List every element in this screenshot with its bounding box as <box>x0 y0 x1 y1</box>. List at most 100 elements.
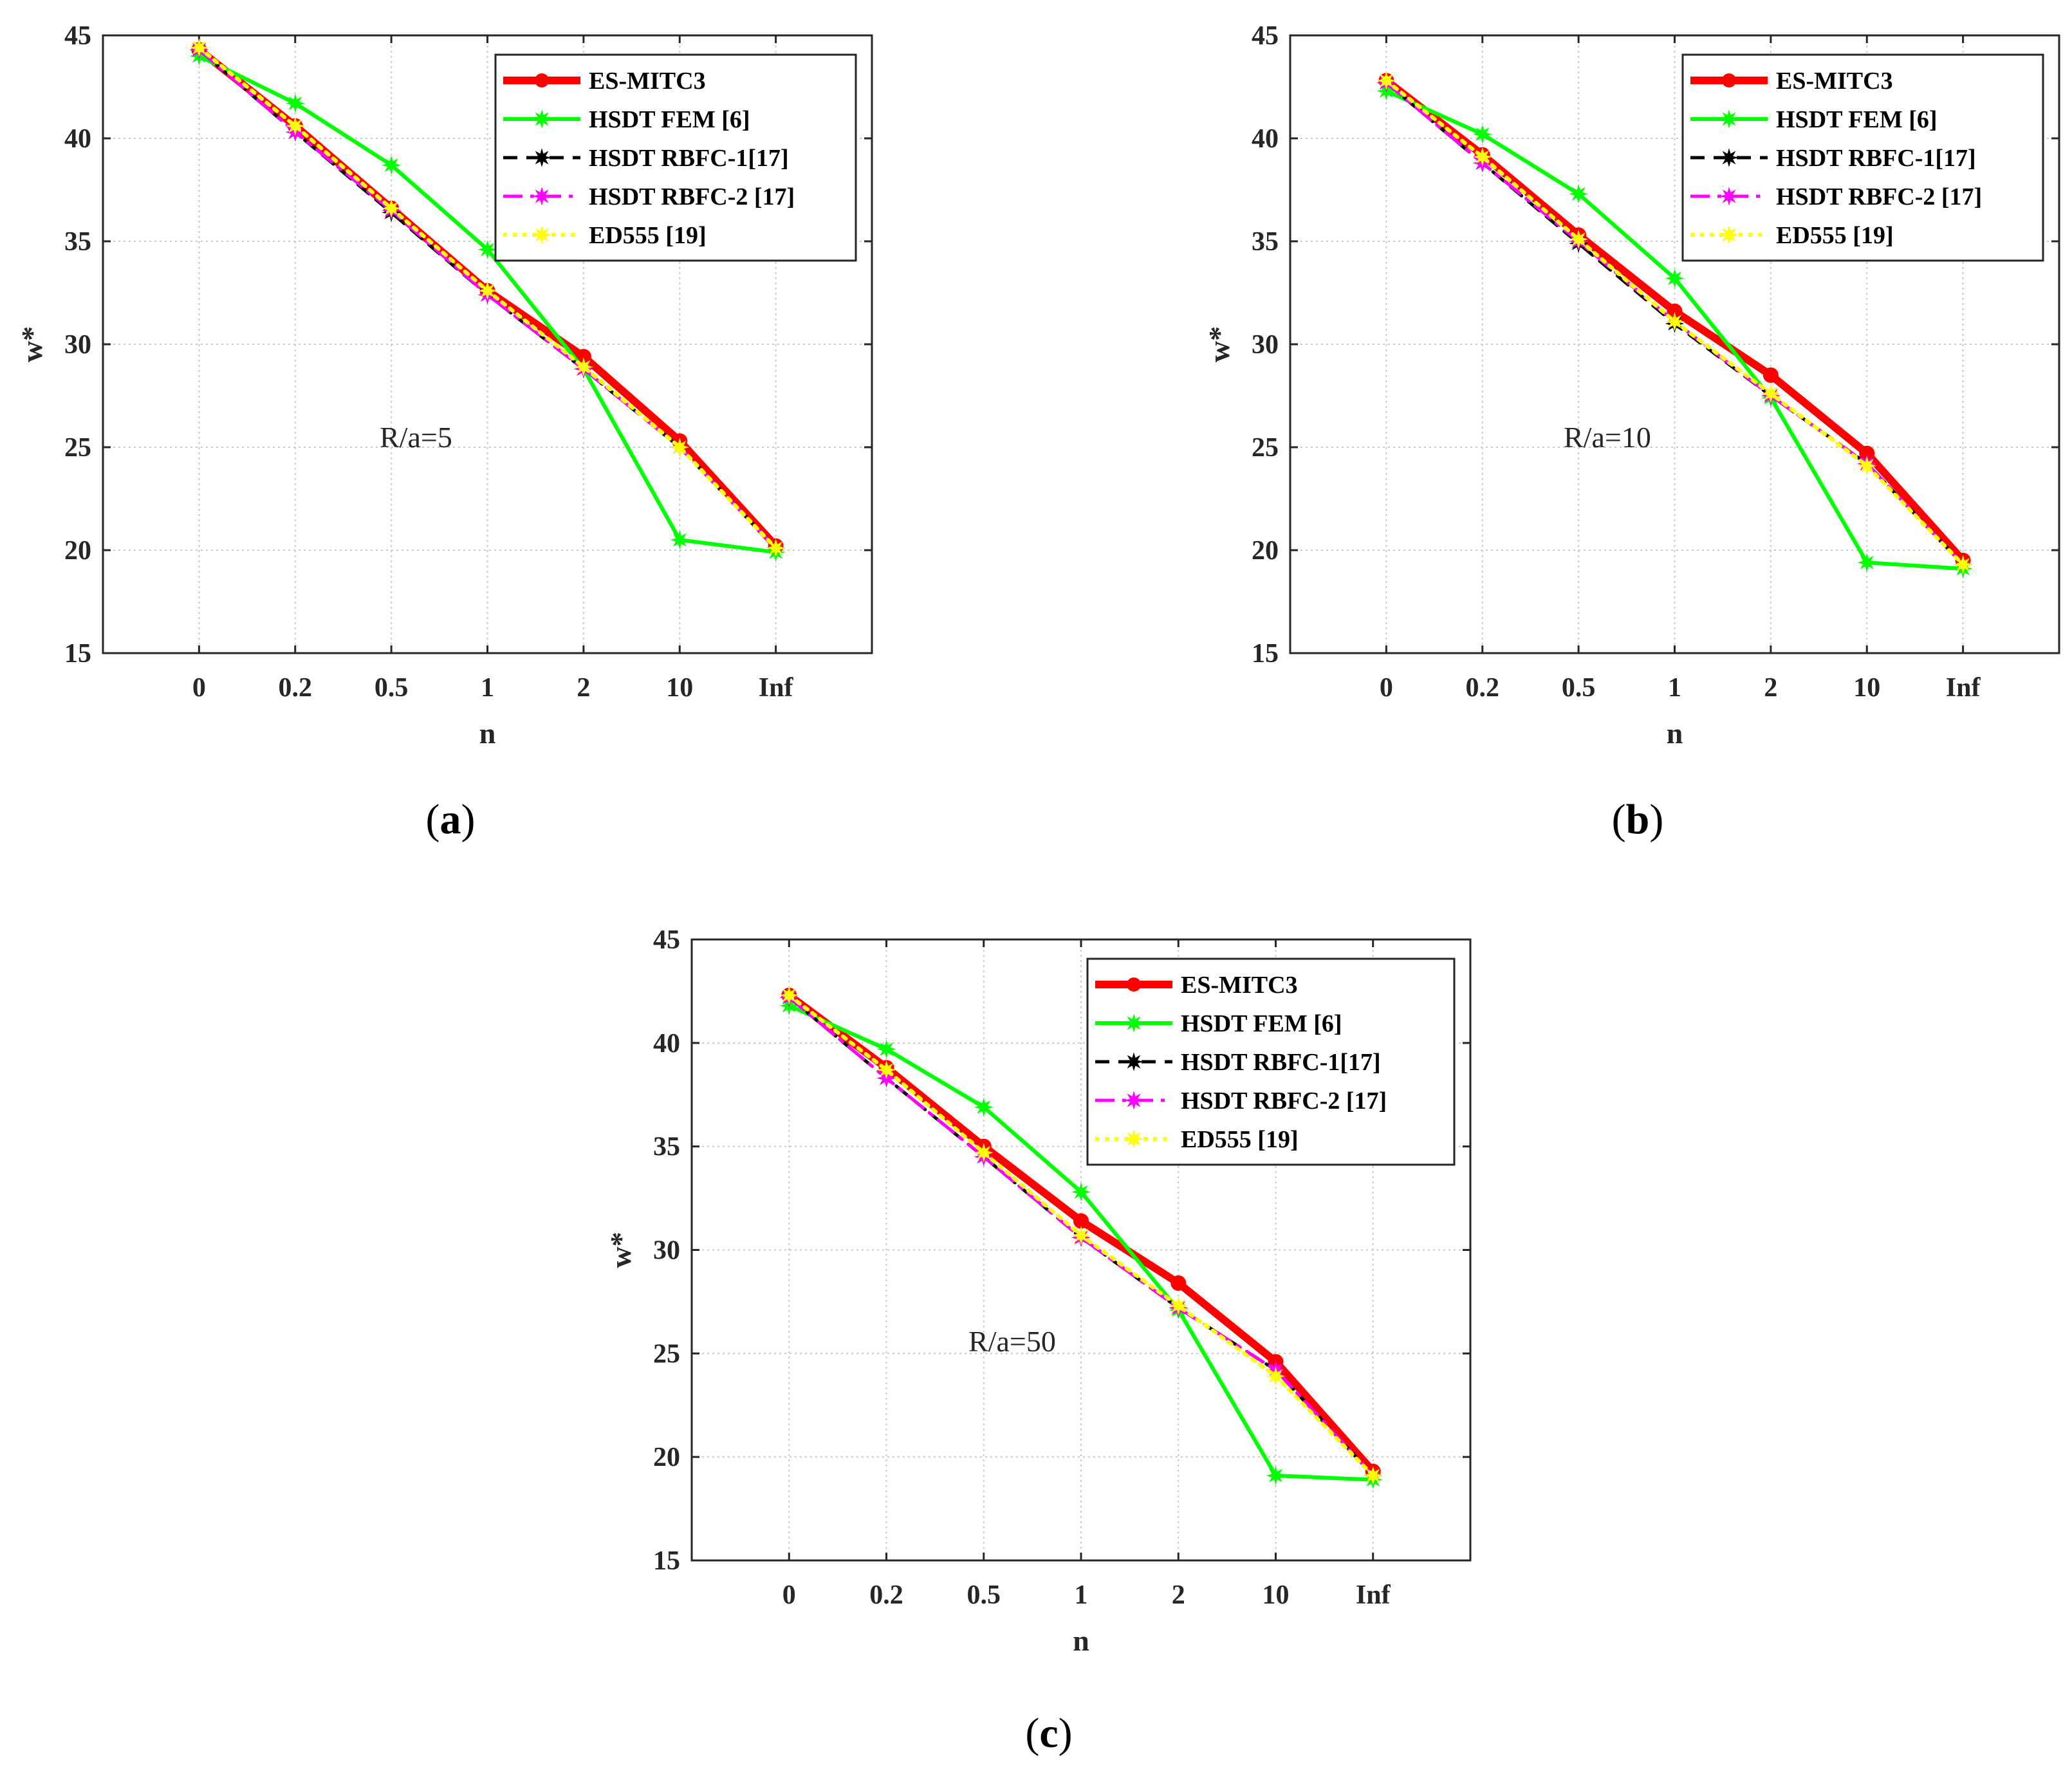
legend-marker <box>532 187 551 206</box>
legend-label: ES-MITC3 <box>1181 972 1298 999</box>
panel-caption: (a) <box>426 796 476 843</box>
caption-close: ) <box>461 796 476 843</box>
y-axis-label: w* <box>604 1232 637 1268</box>
legend-marker <box>1124 1052 1143 1071</box>
data-point <box>477 281 497 301</box>
y-tick-label: 40 <box>653 1029 680 1059</box>
caption-letter: a <box>440 796 461 843</box>
data-point <box>1857 456 1877 476</box>
data-point <box>382 199 401 218</box>
legend-marker <box>1719 187 1739 206</box>
legend-marker <box>1127 977 1141 992</box>
data-point <box>1266 1466 1286 1485</box>
legend-label: ED555 [19] <box>589 222 707 249</box>
data-point <box>1473 124 1492 144</box>
data-point <box>779 986 799 1005</box>
x-tick-label: 10 <box>1263 1580 1290 1610</box>
data-point <box>876 1039 896 1059</box>
panel-caption: (b) <box>1612 796 1664 843</box>
legend-item: HSDT FEM [6] <box>1690 106 1938 133</box>
caption-open: ( <box>1612 796 1626 843</box>
y-tick-label: 30 <box>1252 330 1279 360</box>
legend-label: HSDT FEM [6] <box>1181 1010 1342 1037</box>
legend-item: HSDT RBFC-2 [17] <box>1095 1087 1387 1115</box>
data-point <box>189 38 209 57</box>
x-tick-label: 0.5 <box>967 1580 1001 1610</box>
data-point <box>1762 367 1779 383</box>
y-tick-label: 25 <box>653 1339 680 1369</box>
legend-label: HSDT RBFC-1[17] <box>1776 145 1976 172</box>
data-point <box>670 438 690 457</box>
x-tick-label: 0 <box>1380 673 1393 703</box>
x-tick-label: 1 <box>1075 1580 1088 1610</box>
legend-label: ED555 [19] <box>1181 1126 1299 1153</box>
caption-letter: c <box>1039 1710 1058 1757</box>
legend-marker <box>1722 73 1736 88</box>
x-tick-label: 0.2 <box>869 1580 903 1610</box>
legend-label: HSDT RBFC-2 [17] <box>589 183 795 210</box>
x-tick-label: 0 <box>192 673 206 703</box>
y-tick-label: 30 <box>64 330 91 360</box>
legend-item: HSDT RBFC-1[17] <box>503 145 789 172</box>
series-ed555-19- <box>189 38 786 558</box>
data-point <box>1266 1366 1286 1386</box>
x-tick-label: 0 <box>782 1580 796 1610</box>
legend-label: ES-MITC3 <box>1776 68 1893 95</box>
x-axis-label: n <box>479 717 496 750</box>
y-tick-label: 35 <box>653 1133 680 1162</box>
legend-item: ES-MITC3 <box>503 68 706 95</box>
data-point <box>1857 553 1877 572</box>
data-point <box>1569 184 1588 204</box>
y-tick-label: 20 <box>653 1443 680 1472</box>
legend-marker <box>1124 1013 1143 1033</box>
legend-marker <box>532 148 551 167</box>
series-ed555-19- <box>779 986 1383 1485</box>
data-point <box>1665 268 1685 288</box>
chart-panel-b: 15 20 25 30 35 40 45 0 0.2 0.5 1 2 10 Inf n w* R/a=10 ES-… <box>1203 21 2060 843</box>
caption-letter: b <box>1626 796 1650 843</box>
y-tick-label: 40 <box>64 124 91 154</box>
data-point <box>1071 1226 1091 1245</box>
legend-label: HSDT FEM [6] <box>1776 106 1938 133</box>
legend-label: HSDT RBFC-1[17] <box>1181 1049 1381 1076</box>
caption-open: ( <box>1025 1710 1039 1757</box>
x-tick-label: 0.5 <box>375 673 409 703</box>
legend-item: HSDT RBFC-2 [17] <box>1690 183 1982 210</box>
legend-item: ED555 [19] <box>503 222 707 249</box>
y-tick-label: 35 <box>1252 227 1279 257</box>
caption-open: ( <box>426 796 440 843</box>
data-point <box>1665 312 1685 331</box>
legend-marker <box>532 109 551 129</box>
x-tick-label: 0.2 <box>1466 673 1500 703</box>
chart-panel-a: 15 20 25 30 35 40 45 0 0.2 0.5 1 2 10 Inf n w* R/a=5 ES-M… <box>15 21 873 843</box>
data-point <box>477 240 497 259</box>
legend-label: ES-MITC3 <box>589 68 706 95</box>
x-tick-label: 1 <box>481 673 494 703</box>
x-tick-label: 1 <box>1668 673 1681 703</box>
legend-marker <box>532 225 551 245</box>
x-axis-label: n <box>1073 1624 1089 1657</box>
r-over-a-annotation: R/a=10 <box>1564 421 1651 454</box>
data-point <box>1376 71 1396 91</box>
y-tick-label: 45 <box>653 925 680 955</box>
y-tick-label: 15 <box>653 1546 680 1576</box>
data-point <box>670 530 690 550</box>
x-tick-label: 2 <box>1764 673 1777 703</box>
caption-close: ) <box>1059 1710 1073 1757</box>
x-tick-label: 2 <box>1172 1580 1185 1610</box>
y-tick-label: 15 <box>1252 639 1279 669</box>
x-axis-label: n <box>1667 717 1683 750</box>
x-tick-label: 0.5 <box>1562 673 1596 703</box>
x-tick-label: 0.2 <box>279 673 313 703</box>
legend: ES-MITC3 HSDT FEM [6] HSDT RBFC-1[17] HSDT … <box>1086 957 1456 1166</box>
data-point <box>286 93 305 113</box>
data-point <box>1169 1296 1189 1316</box>
y-tick-label: 25 <box>1252 433 1279 463</box>
legend-marker <box>1719 109 1739 129</box>
legend-item: HSDT FEM [6] <box>503 106 750 133</box>
x-tick-label: Inf <box>759 673 794 703</box>
series-ed555-19- <box>1376 71 1973 575</box>
legend-marker <box>1124 1091 1143 1110</box>
y-tick-label: 20 <box>1252 536 1279 566</box>
